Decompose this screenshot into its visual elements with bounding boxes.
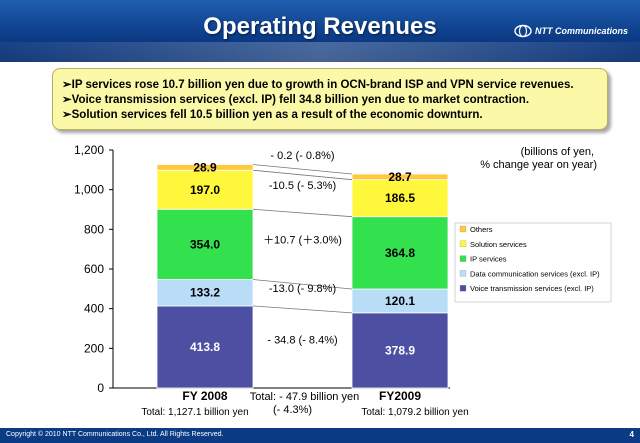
data-label: 28.7 [388,170,412,184]
bar-segment [156,208,254,280]
y-tick-label: 200 [84,341,104,355]
y-tick-label: 0 [97,381,104,395]
change-label: - 34.8 (- 8.4%) [267,335,337,347]
total-label: Total: 1,127.1 billion yen [141,407,248,418]
legend-swatch [459,270,467,277]
legend-label: Solution services [470,240,527,249]
bar-segment [351,312,449,389]
total-change-label: Total: - 47.9 billion yen [250,391,359,403]
data-label: 186.5 [385,191,415,205]
summary-box: ➢IP services rose 10.7 billion yen due t… [52,68,608,130]
data-label: 354.0 [190,237,220,251]
summary-bullet: ➢IP services rose 10.7 billion yen due t… [62,79,574,91]
data-label: 378.9 [385,343,415,357]
connector-line [252,279,353,290]
legend-swatch [459,255,467,262]
bar-segment [156,279,254,307]
bar-segment [351,216,449,290]
bar-segment [351,179,449,218]
bar-segment [156,164,254,171]
total-label: Total: 1,079.2 billion yen [361,407,468,418]
bar-segment [156,305,254,389]
legend-box [454,222,612,303]
connector-line [252,169,353,181]
footer-bar: Copyright © 2010 NTT Communications Co.,… [0,428,640,443]
page-title: Operating Revenues [203,13,437,40]
revenue-chart: 0 200 400 600 800 1,000 1,200 413.8 133.2 354.0 19… [74,143,612,418]
connector-line [252,208,353,218]
change-label: - 0.2 (- 0.8%) [270,150,334,162]
y-tick-label: 600 [84,262,104,276]
change-label: -10.5 (- 5.3%) [269,180,336,192]
y-tick-label: 1,200 [74,143,104,157]
unit-note: % change year on year) [480,159,597,171]
unit-note: (billions of yen, [521,146,594,158]
connector-line [252,305,353,314]
legend-swatch [459,240,467,247]
data-label: 120.1 [385,294,415,308]
y-tick-label: 800 [84,222,104,236]
data-label: 133.2 [190,286,220,300]
y-tick-label: 1,000 [74,183,104,197]
connector-line [252,164,353,175]
header-banner: Operating Revenues NTT Communications [0,0,640,62]
legend-label: Data communication services (excl. IP) [470,269,600,278]
logo-text: NTT Communications [534,26,628,36]
data-label: 413.8 [190,340,220,354]
legend-swatch [459,225,467,233]
copyright-text: Copyright © 2010 NTT Communications Co.,… [6,431,224,438]
header-swoosh [0,42,640,62]
legend-label: IP services [470,255,507,264]
page-number: 4 [629,430,634,439]
legend-label: Voice transmission services (excl. IP) [470,284,594,293]
legend-swatch [459,285,467,292]
y-tick-label: 400 [84,302,104,316]
summary-bullet: ➢Solution services fell 10.5 billion yen… [62,109,483,121]
category-label: FY 2008 [182,389,227,403]
total-change-label: (- 4.3%) [273,404,312,416]
summary-bullet: ➢Voice transmission services (excl. IP) … [62,94,530,106]
legend-label: Others [470,225,493,234]
data-label: 364.8 [385,246,415,260]
bar-segment [351,173,449,181]
ntt-logo-icon [514,24,532,38]
company-logo: NTT Communications [514,22,628,40]
change-label: ＋10.7 (＋3.0%) [263,235,342,247]
category-label: FY2009 [379,389,421,403]
change-label: -13.0 (- 9.8%) [269,283,336,295]
data-label: 197.0 [190,183,220,197]
data-label: 28.9 [193,160,217,174]
